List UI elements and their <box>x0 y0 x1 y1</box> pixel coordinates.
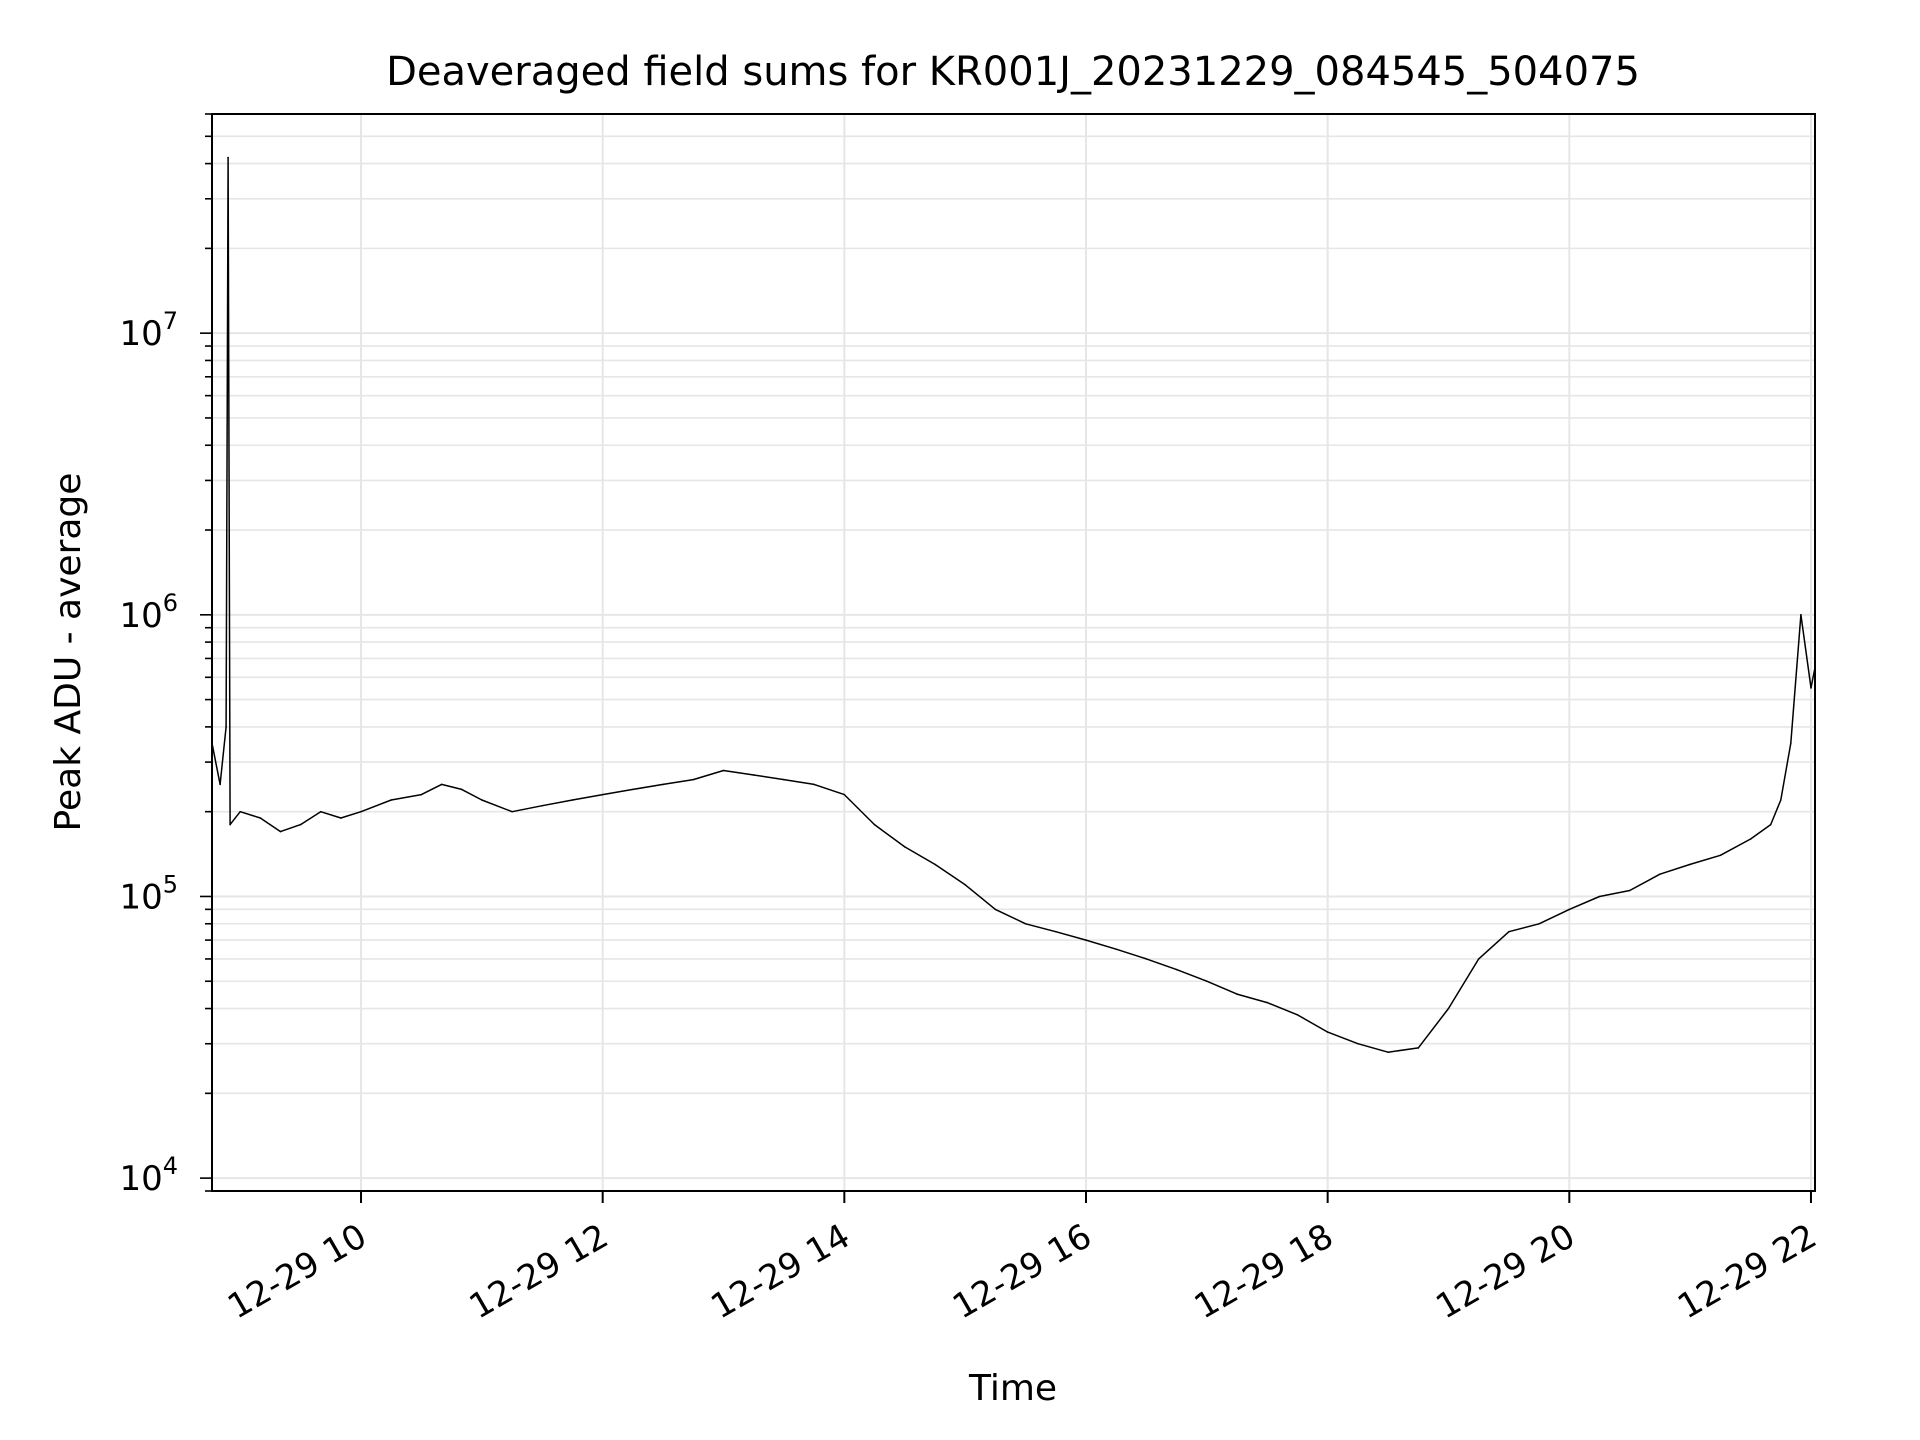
data-point <box>1800 614 1802 616</box>
chart-title: Deaveraged field sums for KR001J_2023122… <box>386 49 1640 95</box>
data-point <box>1477 958 1480 960</box>
data-point <box>1236 993 1238 995</box>
data-point <box>1145 958 1148 960</box>
data-point <box>229 823 231 826</box>
data-point <box>460 788 463 791</box>
data-point <box>1115 948 1117 950</box>
data-point <box>632 788 634 791</box>
data-point <box>1769 823 1772 826</box>
data-point <box>1780 799 1782 801</box>
y-tick-label: 105 <box>119 870 178 917</box>
data-point <box>1055 930 1057 933</box>
data-point <box>1810 687 1812 689</box>
data-point <box>1417 1047 1420 1049</box>
data-point <box>904 846 906 848</box>
data-point <box>541 804 544 807</box>
data-point <box>1175 968 1178 971</box>
y-axis-label: Peak ADU - average <box>48 473 89 832</box>
y-tick-label: 106 <box>119 589 178 636</box>
data-point <box>964 884 966 886</box>
data-point <box>1387 1051 1389 1053</box>
y-tick-label: 104 <box>119 1152 178 1199</box>
data-point <box>360 810 362 813</box>
data-point <box>1790 742 1792 744</box>
data-point <box>813 783 815 786</box>
data-point <box>1538 923 1540 925</box>
data-point <box>1357 1042 1359 1045</box>
series-layer <box>211 156 1816 1053</box>
data-point <box>1598 895 1601 898</box>
data-point <box>420 793 423 796</box>
x-axis-label: Time <box>968 1368 1057 1409</box>
data-point <box>1085 939 1087 941</box>
data-point <box>319 810 322 813</box>
data-point <box>783 778 785 781</box>
data-point <box>511 810 513 813</box>
data-point <box>1568 908 1571 911</box>
data-point <box>873 823 876 826</box>
data-point <box>1024 923 1027 925</box>
data-point <box>227 156 229 159</box>
data-point <box>1266 1001 1268 1004</box>
data-point <box>843 793 846 796</box>
data-point <box>722 769 725 772</box>
y-tick-label: 107 <box>119 307 178 354</box>
data-point <box>1689 863 1691 866</box>
data-point <box>340 817 342 819</box>
data-point <box>1719 854 1722 857</box>
data-point <box>692 778 695 781</box>
data-point <box>1326 1031 1329 1033</box>
data-point <box>1749 838 1752 840</box>
data-point <box>662 783 664 786</box>
data-point <box>1296 1014 1299 1016</box>
data-point <box>1206 980 1208 982</box>
data-point <box>752 774 755 776</box>
data-point <box>571 799 574 801</box>
data-point <box>1447 1007 1450 1010</box>
data-point <box>279 830 282 833</box>
grid-lines <box>212 113 1815 1192</box>
data-point <box>239 810 241 813</box>
data-point <box>440 783 443 786</box>
data-point <box>390 799 393 801</box>
data-point <box>601 793 604 796</box>
data-point <box>994 908 997 911</box>
data-point <box>259 817 262 819</box>
data-point <box>299 823 302 826</box>
data-point <box>934 863 936 866</box>
data-point <box>481 799 483 801</box>
data-point <box>1628 889 1631 892</box>
plot-area-frame <box>211 113 1816 1192</box>
data-point <box>219 783 221 786</box>
data-point <box>1508 930 1510 933</box>
data-point <box>225 726 227 728</box>
data-point <box>1659 873 1661 875</box>
